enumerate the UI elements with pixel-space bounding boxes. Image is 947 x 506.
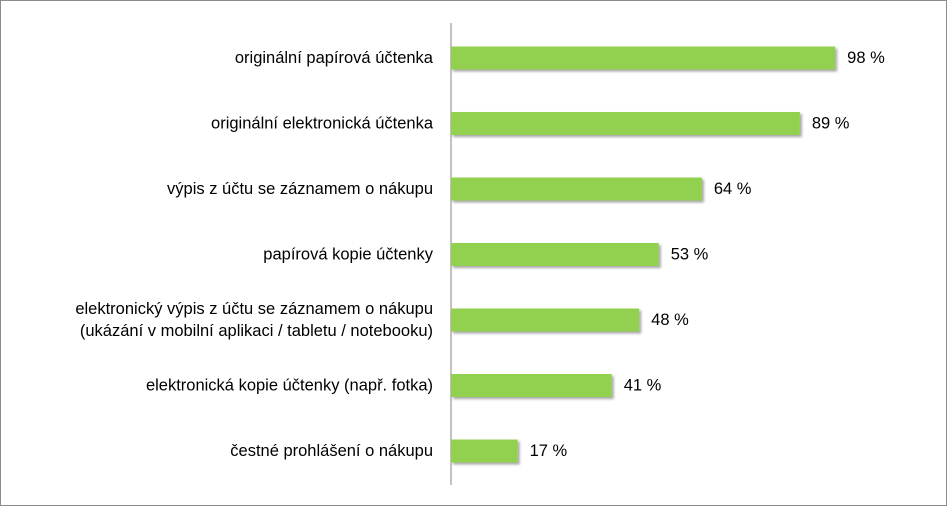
category-label: originální elektronická účtenka <box>211 115 434 133</box>
category-label: čestné prohlášení o nákupu <box>230 442 433 460</box>
bar <box>451 112 800 135</box>
category-labels: originální papírová účtenka originální el… <box>75 49 433 460</box>
category-label: (ukázání v mobilní aplikaci / tabletu / … <box>80 322 433 340</box>
category-label: originální papírová účtenka <box>235 49 434 67</box>
bar <box>451 243 659 266</box>
bar <box>451 439 518 463</box>
value-label: 53 % <box>671 246 709 264</box>
bar <box>451 46 836 70</box>
value-label: 41 % <box>624 377 662 395</box>
value-label: 64 % <box>714 180 752 198</box>
value-labels: 98 % 89 % 64 % 53 % 48 % 41 % 17 % <box>530 49 885 460</box>
bars-layer <box>451 46 836 463</box>
bar <box>451 177 702 201</box>
category-label: elektronická kopie účtenky (např. fotka) <box>146 377 433 395</box>
value-label: 17 % <box>530 442 568 460</box>
category-label: papírová kopie účtenky <box>263 246 433 264</box>
bar <box>451 374 612 397</box>
value-label: 98 % <box>847 49 885 67</box>
value-label: 89 % <box>812 115 850 133</box>
value-label: 48 % <box>651 311 689 329</box>
category-label: elektronický výpis z účtu se záznamem o … <box>75 300 433 318</box>
category-label: výpis z účtu se záznamem o nákupu <box>167 180 433 198</box>
bar <box>451 308 640 332</box>
